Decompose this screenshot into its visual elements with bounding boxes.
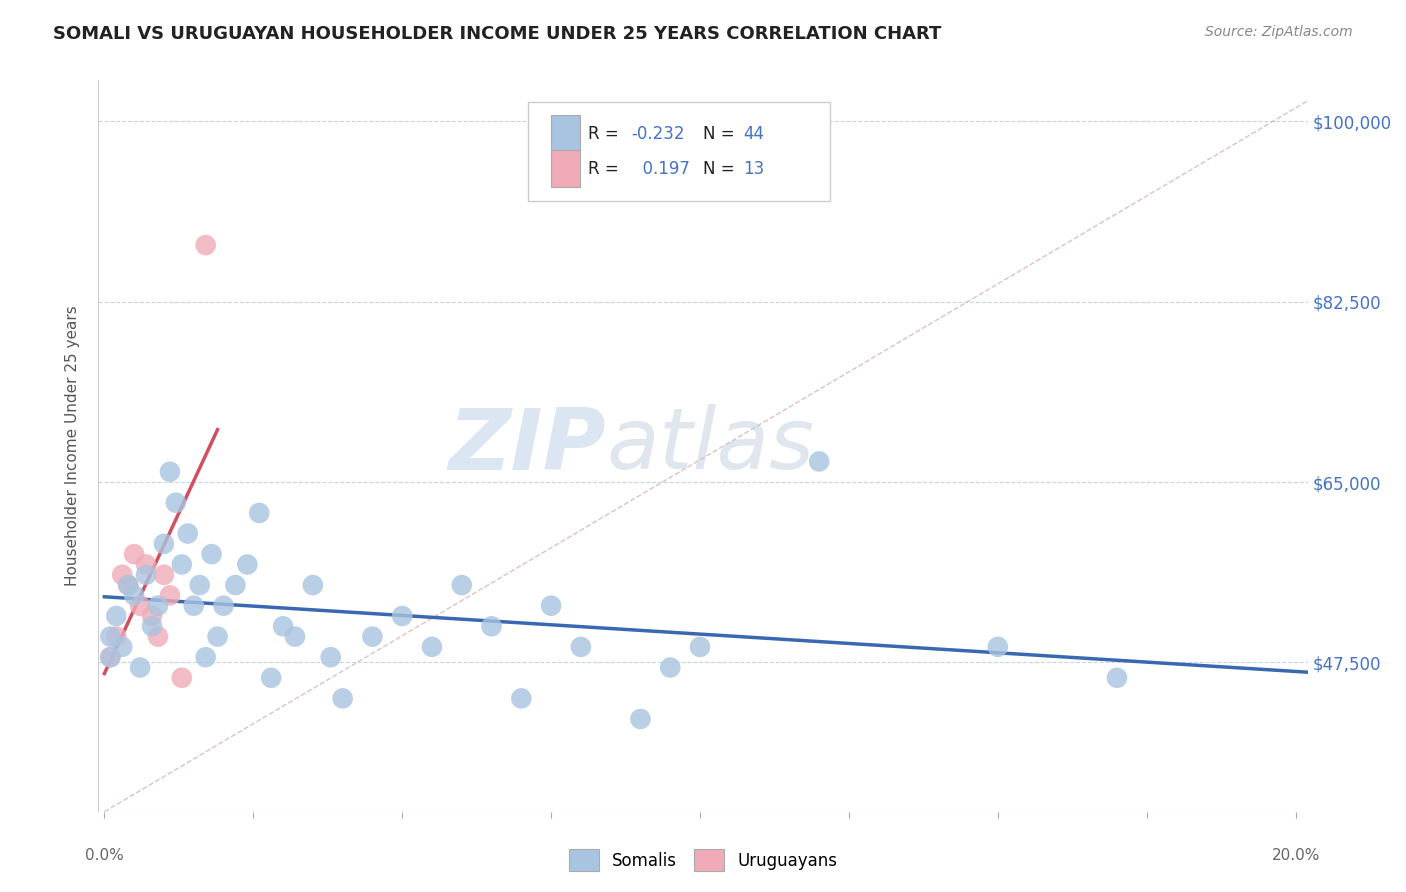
Point bbox=[183, 599, 205, 613]
Point bbox=[135, 558, 157, 572]
Point bbox=[332, 691, 354, 706]
Point bbox=[153, 537, 176, 551]
Point bbox=[987, 640, 1010, 654]
Text: 20.0%: 20.0% bbox=[1271, 847, 1320, 863]
Text: 0.197: 0.197 bbox=[631, 160, 689, 178]
Point bbox=[808, 454, 831, 468]
Point bbox=[271, 619, 294, 633]
FancyBboxPatch shape bbox=[551, 151, 579, 187]
Point bbox=[117, 578, 139, 592]
Point bbox=[689, 640, 711, 654]
Point bbox=[1105, 671, 1128, 685]
Point bbox=[302, 578, 325, 592]
Point bbox=[105, 609, 128, 624]
Point bbox=[170, 558, 193, 572]
Point bbox=[146, 630, 169, 644]
Point bbox=[117, 578, 139, 592]
Point bbox=[135, 567, 157, 582]
Point bbox=[224, 578, 246, 592]
Point bbox=[391, 609, 413, 624]
Point bbox=[194, 238, 217, 252]
Point bbox=[630, 712, 652, 726]
Point bbox=[260, 671, 283, 685]
Point bbox=[165, 496, 187, 510]
Point bbox=[122, 588, 145, 602]
Text: ZIP: ZIP bbox=[449, 404, 606, 488]
Point bbox=[247, 506, 270, 520]
FancyBboxPatch shape bbox=[527, 103, 830, 201]
Text: R =: R = bbox=[588, 160, 624, 178]
Text: SOMALI VS URUGUAYAN HOUSEHOLDER INCOME UNDER 25 YEARS CORRELATION CHART: SOMALI VS URUGUAYAN HOUSEHOLDER INCOME U… bbox=[53, 25, 942, 43]
Text: 13: 13 bbox=[742, 160, 763, 178]
Point bbox=[159, 465, 181, 479]
Point bbox=[146, 599, 169, 613]
Point bbox=[284, 630, 307, 644]
Point bbox=[98, 650, 121, 665]
Point bbox=[153, 567, 176, 582]
Point bbox=[129, 599, 152, 613]
Point bbox=[98, 630, 121, 644]
Point bbox=[177, 526, 200, 541]
Point bbox=[188, 578, 211, 592]
Point bbox=[361, 630, 384, 644]
Point bbox=[212, 599, 235, 613]
Text: atlas: atlas bbox=[606, 404, 814, 488]
Text: -0.232: -0.232 bbox=[631, 125, 685, 143]
Text: 44: 44 bbox=[742, 125, 763, 143]
Point bbox=[200, 547, 222, 561]
Point bbox=[159, 588, 181, 602]
Point bbox=[450, 578, 472, 592]
Point bbox=[236, 558, 259, 572]
Point bbox=[98, 650, 121, 665]
Text: N =: N = bbox=[703, 125, 740, 143]
Point bbox=[194, 650, 217, 665]
Text: R =: R = bbox=[588, 125, 624, 143]
Point bbox=[111, 567, 134, 582]
Point bbox=[129, 660, 152, 674]
Point bbox=[569, 640, 592, 654]
Y-axis label: Householder Income Under 25 years: Householder Income Under 25 years bbox=[65, 306, 80, 586]
Point bbox=[170, 671, 193, 685]
Point bbox=[207, 630, 229, 644]
Text: 0.0%: 0.0% bbox=[84, 847, 124, 863]
Point bbox=[659, 660, 682, 674]
Point bbox=[510, 691, 533, 706]
Point bbox=[420, 640, 443, 654]
Point bbox=[141, 619, 163, 633]
Point bbox=[105, 630, 128, 644]
FancyBboxPatch shape bbox=[551, 115, 579, 152]
Point bbox=[481, 619, 503, 633]
Point bbox=[319, 650, 342, 665]
Point bbox=[111, 640, 134, 654]
Text: N =: N = bbox=[703, 160, 740, 178]
Legend: Somalis, Uruguayans: Somalis, Uruguayans bbox=[561, 841, 845, 880]
Text: Source: ZipAtlas.com: Source: ZipAtlas.com bbox=[1205, 25, 1353, 39]
Point bbox=[122, 547, 145, 561]
Point bbox=[540, 599, 562, 613]
Point bbox=[141, 609, 163, 624]
